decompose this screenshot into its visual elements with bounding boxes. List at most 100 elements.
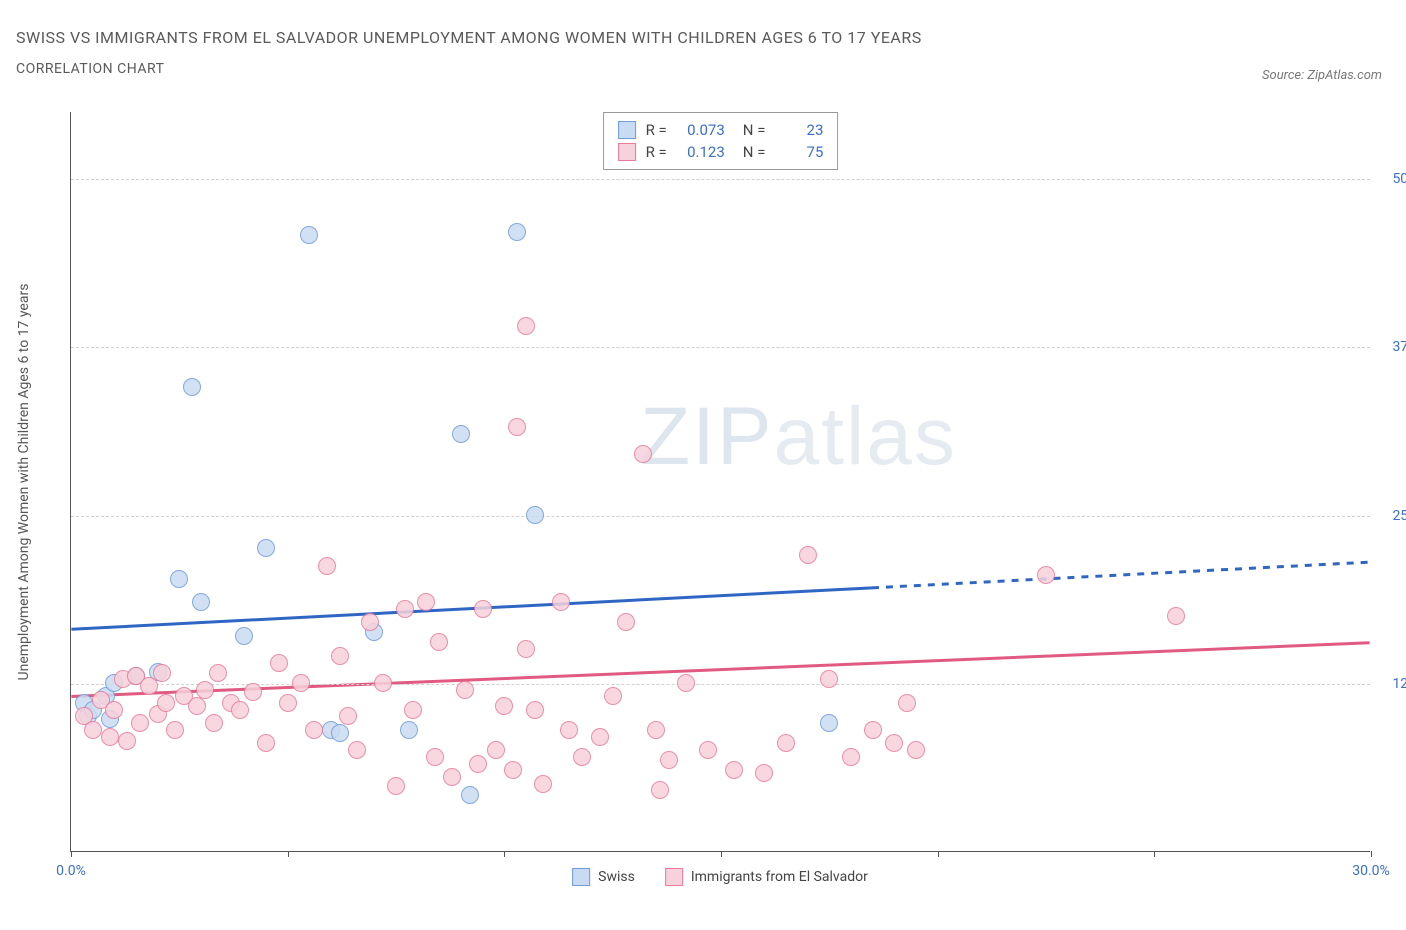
legend-label: Immigrants from El Salvador xyxy=(691,869,868,885)
data-point xyxy=(426,748,444,766)
data-point xyxy=(504,761,522,779)
gridline xyxy=(71,347,1370,348)
data-point xyxy=(508,418,526,436)
data-point xyxy=(820,714,838,732)
gridline xyxy=(71,516,1370,517)
data-point xyxy=(474,600,492,618)
data-point xyxy=(842,748,860,766)
chart-container: Unemployment Among Women with Children A… xyxy=(60,112,1380,852)
source-attribution: Source: ZipAtlas.com xyxy=(1262,68,1382,83)
data-point xyxy=(192,593,210,611)
data-point xyxy=(84,721,102,739)
y-tick-label: 25.0% xyxy=(1375,508,1406,524)
data-point xyxy=(487,741,505,759)
data-point xyxy=(279,694,297,712)
data-point xyxy=(244,683,262,701)
data-point xyxy=(257,539,275,557)
chart-subtitle: CORRELATION CHART xyxy=(16,61,1406,77)
data-point xyxy=(417,593,435,611)
legend-swatch xyxy=(618,143,636,161)
x-tick xyxy=(504,851,505,857)
x-tick-label: 0.0% xyxy=(56,863,86,879)
data-point xyxy=(331,724,349,742)
stat-label-r: R = xyxy=(646,121,667,139)
stat-label-n: N = xyxy=(743,121,766,139)
data-point xyxy=(508,223,526,241)
y-tick-label: 37.5% xyxy=(1375,339,1406,355)
stats-legend-row: R =0.073N =23 xyxy=(618,119,824,141)
data-point xyxy=(183,378,201,396)
data-point xyxy=(404,701,422,719)
data-point xyxy=(573,748,591,766)
data-point xyxy=(660,751,678,769)
data-point xyxy=(1037,566,1055,584)
data-point xyxy=(430,633,448,651)
data-point xyxy=(131,714,149,732)
data-point xyxy=(443,768,461,786)
data-point xyxy=(526,701,544,719)
data-point xyxy=(591,728,609,746)
data-point xyxy=(257,734,275,752)
data-point xyxy=(604,687,622,705)
x-tick xyxy=(1154,851,1155,857)
x-tick-label: 30.0% xyxy=(1352,863,1390,879)
data-point xyxy=(526,506,544,524)
data-point xyxy=(231,701,249,719)
data-point xyxy=(617,613,635,631)
data-point xyxy=(118,732,136,750)
data-point xyxy=(270,654,288,672)
data-point xyxy=(777,734,795,752)
legend-swatch xyxy=(572,868,590,886)
data-point xyxy=(209,664,227,682)
data-point xyxy=(305,721,323,739)
data-point xyxy=(196,681,214,699)
stat-label-r: R = xyxy=(646,143,667,161)
data-point xyxy=(157,694,175,712)
data-point xyxy=(339,707,357,725)
data-point xyxy=(799,546,817,564)
data-point xyxy=(677,674,695,692)
stat-value-n: 23 xyxy=(775,121,823,139)
stat-value-n: 75 xyxy=(775,143,823,161)
data-point xyxy=(755,764,773,782)
data-point xyxy=(456,681,474,699)
data-point xyxy=(400,721,418,739)
data-point xyxy=(495,697,513,715)
data-point xyxy=(452,425,470,443)
data-point xyxy=(552,593,570,611)
data-point xyxy=(170,570,188,588)
legend-swatch xyxy=(665,868,683,886)
data-point xyxy=(651,781,669,799)
data-point xyxy=(361,613,379,631)
data-point xyxy=(348,741,366,759)
data-point xyxy=(1167,607,1185,625)
data-point xyxy=(517,317,535,335)
data-point xyxy=(105,701,123,719)
data-point xyxy=(396,600,414,618)
data-point xyxy=(101,728,119,746)
x-tick xyxy=(938,851,939,857)
data-point xyxy=(188,697,206,715)
stat-label-n: N = xyxy=(743,143,766,161)
x-tick xyxy=(721,851,722,857)
y-axis-label: Unemployment Among Women with Children A… xyxy=(16,284,32,681)
data-point xyxy=(292,674,310,692)
x-tick xyxy=(288,851,289,857)
data-point xyxy=(864,721,882,739)
trend-line-extrapolated xyxy=(872,562,1370,588)
data-point xyxy=(318,557,336,575)
stats-legend: R =0.073N =23R =0.123N =75 xyxy=(603,112,839,170)
chart-title: SWISS VS IMMIGRANTS FROM EL SALVADOR UNE… xyxy=(16,28,1406,47)
data-point xyxy=(300,226,318,244)
stats-legend-row: R = 0.123 N = 75 xyxy=(618,141,824,163)
x-tick xyxy=(1371,851,1372,857)
data-point xyxy=(469,755,487,773)
data-point xyxy=(166,721,184,739)
data-point xyxy=(331,647,349,665)
data-point xyxy=(885,734,903,752)
legend-item: Immigrants from El Salvador xyxy=(665,868,868,886)
data-point xyxy=(235,627,253,645)
stat-value-r: 0.123 xyxy=(677,143,725,161)
data-point xyxy=(517,640,535,658)
plot-area: ZIPatlas R =0.073N =23R =0.123N =75 12.5… xyxy=(70,112,1370,852)
